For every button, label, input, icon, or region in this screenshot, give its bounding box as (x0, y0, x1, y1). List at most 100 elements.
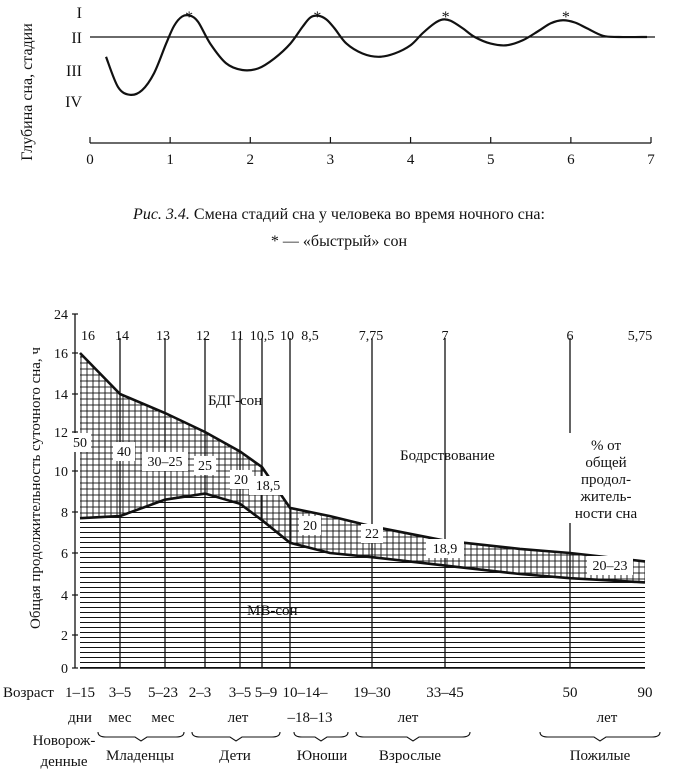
age-label-2: 5–23 (148, 685, 178, 701)
percent-note-line-2: продол- (581, 472, 631, 488)
sleep-depth-curve (105, 14, 647, 96)
rem-percent-label-2: 30–25 (148, 455, 183, 470)
figure-note-text: * — «быстрый» сон (270, 233, 408, 250)
y-tick-label-4: 8 (61, 506, 68, 521)
x-tick-label-3: 3 (327, 152, 335, 168)
age-label-10: 90 (638, 685, 653, 701)
group-label-3: Дети (219, 748, 251, 764)
x-tick-label-1: 1 (166, 152, 174, 168)
rem-percent-label-9: 20–23 (593, 559, 628, 574)
percent-note-line-3: житель- (580, 489, 632, 505)
rem-percent-label-8: 18,9 (433, 542, 458, 557)
y-tick-label-9: 24 (54, 308, 68, 323)
stage-level-1: I (77, 5, 82, 22)
rem-percent-box-0 (69, 433, 91, 452)
total-sleep-label-0: 16 (81, 329, 95, 344)
x-tick-label-4: 4 (407, 152, 415, 168)
x-tick-label-7: 7 (647, 152, 655, 168)
figure-caption: Рис. 3.4. Смена стадий сна у человека во… (0, 205, 678, 225)
percent-note-bg (568, 433, 648, 523)
rem-percent-label-5: 18,5 (256, 479, 281, 494)
x-tick-label-0: 0 (86, 152, 94, 168)
age-sublabel-0: –18–13 (287, 710, 333, 726)
age-unit-2: мес (151, 710, 175, 726)
rem-marker-0: * (185, 9, 193, 26)
figure-note: * — «быстрый» сон (0, 232, 678, 252)
group-label-2: Младенцы (106, 748, 174, 764)
group-label-5: Взрослые (379, 748, 442, 764)
rem-percent-label-7: 22 (365, 527, 379, 542)
total-sleep-label-6: 10 (280, 329, 294, 344)
percent-note-line-1: общей (585, 455, 626, 471)
group-label-4: Юноши (297, 748, 348, 764)
total-sleep-label-1: 14 (115, 329, 129, 344)
y-tick-label-7: 14 (54, 388, 68, 403)
age-label-0: 1–15 (65, 685, 95, 701)
percent-note-line-4: ности сна (575, 506, 638, 522)
rem-markers: * * * * (185, 9, 570, 26)
age-unit-4: лет (398, 710, 419, 726)
total-sleep-label-7: 8,5 (301, 329, 319, 344)
total-sleep-label-11: 5,75 (628, 329, 653, 344)
total-sleep-label-4: 11 (230, 329, 243, 344)
age-label-3: 2–3 (189, 685, 212, 701)
rem-percent-label-4: 20 (234, 473, 248, 488)
total-sleep-label-8: 7,75 (359, 329, 384, 344)
x-tick-label-2: 2 (247, 152, 255, 168)
age-label-8: 33–45 (426, 685, 464, 701)
figure-text: Смена стадий сна у человека во время ноч… (189, 206, 545, 223)
x-axis: 0 1 2 3 4 5 6 7 (86, 137, 655, 168)
age-label-9: 50 (563, 685, 578, 701)
total-sleep-labels: 16 14 13 12 11 10,5 10 8,5 7,75 7 6 5,75 (81, 329, 652, 344)
age-label-1: 3–5 (109, 685, 132, 701)
total-sleep-line (79, 352, 646, 563)
rem-marker-2: * (442, 9, 450, 26)
age-unit-1: мес (108, 710, 132, 726)
group-bracket-3 (355, 731, 471, 742)
stage-level-2: II (71, 30, 82, 47)
y-axis-label-2: Общая продолжительность суточного сна, ч (28, 347, 44, 629)
x-tick-label-5: 5 (487, 152, 495, 168)
stage-level-3: III (66, 63, 82, 80)
rem-sleep-area (80, 353, 645, 583)
y-tick-label-6: 12 (54, 426, 68, 441)
group-label-0: Новорож- (33, 733, 96, 749)
age-unit-3: лет (228, 710, 249, 726)
rem-percent-label-0: 50 (73, 436, 87, 451)
rem-percent-box-9 (587, 556, 633, 575)
group-bracket-1 (191, 731, 281, 742)
age-label-4: 3–5 (229, 685, 252, 701)
rem-percent-box-3 (194, 456, 216, 475)
y-tick-label-2: 4 (61, 589, 68, 604)
rem-percent-box-6 (299, 516, 321, 535)
y-tick-label-3: 6 (61, 547, 68, 562)
y-tick-label-5: 10 (54, 465, 68, 480)
group-label-1: денные (40, 754, 87, 770)
group-bracket-0 (97, 731, 185, 742)
y-tick-label-0: 0 (61, 662, 68, 677)
rem-percent-box-5 (249, 476, 287, 495)
rem-sleep-label: БДГ-сон (208, 393, 262, 409)
rem-percent-label-6: 20 (303, 519, 317, 534)
nrem-sleep-label: МВ-сон (247, 603, 298, 619)
rem-percent-box-7 (361, 524, 383, 543)
stage-level-4: IV (65, 94, 82, 111)
total-sleep-label-9: 7 (442, 329, 449, 344)
group-bracket-4 (539, 731, 661, 742)
rem-percent-box-2 (142, 452, 188, 471)
rem-percent-label-1: 40 (117, 445, 131, 460)
group-bracket-2 (293, 731, 349, 742)
rem-percent-box-1 (113, 442, 135, 461)
rem-percent-box-4 (230, 470, 252, 489)
age-label-6: 10–14– (283, 685, 329, 701)
age-unit-0: дни (68, 710, 92, 726)
total-sleep-label-10: 6 (567, 329, 574, 344)
age-unit-5: лет (597, 710, 618, 726)
nrem-sleep-area (80, 493, 645, 668)
group-label-6: Пожилые (570, 748, 631, 764)
rem-marker-1: * (313, 9, 321, 26)
